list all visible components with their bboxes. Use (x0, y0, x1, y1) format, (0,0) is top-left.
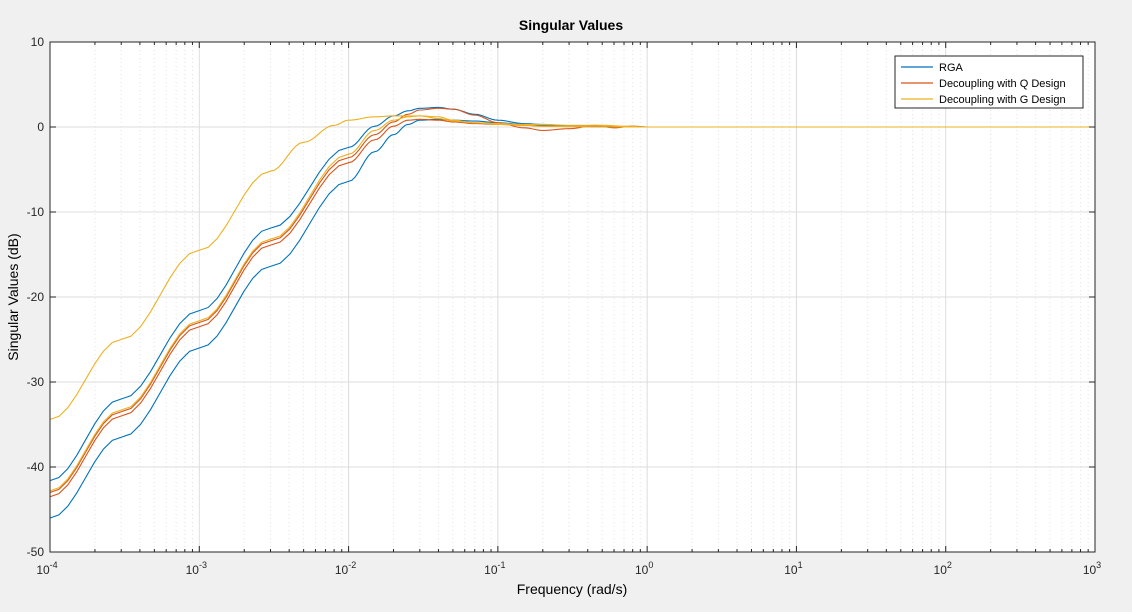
x-tick-label: 10-2 (335, 560, 356, 577)
legend-entry: RGA (939, 62, 964, 74)
x-tick-label: 10-1 (484, 560, 505, 577)
y-tick-label: -20 (27, 290, 45, 304)
x-tick-label: 102 (934, 560, 952, 577)
chart-title: Singular Values (519, 17, 623, 33)
series-line-3-1 (49, 115, 1095, 420)
y-tick-labels: 10 0 -10 -20 -30 -40 -50 (27, 35, 45, 559)
x-tick-label: 101 (784, 560, 802, 577)
y-tick-label: -50 (27, 545, 45, 559)
y-tick-label: 0 (37, 120, 44, 134)
legend[interactable]: RGA Decoupling with Q Design Decoupling wi… (894, 55, 1084, 109)
x-tick-label: 100 (635, 560, 653, 577)
x-tick-label: 10-3 (186, 560, 207, 577)
y-tick-label: -10 (27, 205, 45, 219)
y-axis-label: Singular Values (dB) (5, 233, 21, 360)
legend-entry: Decoupling with Q Design (939, 78, 1066, 90)
series-line-3-2 (49, 115, 1095, 492)
x-tick-labels: 10-4 10-3 10-2 10-1 100 101 102 103 (36, 560, 1101, 577)
y-tick-label: 10 (31, 35, 45, 49)
y-tick-label: -40 (27, 460, 45, 474)
y-tick-label: -30 (27, 375, 45, 389)
x-tick-label: 103 (1083, 560, 1101, 577)
x-tick-label: 10-4 (36, 560, 57, 577)
x-axis-label: Frequency (rad/s) (517, 581, 627, 597)
legend-entry: Decoupling with G Design (939, 94, 1066, 106)
axis-ticks (49, 41, 1096, 553)
series-lines (49, 106, 1095, 519)
